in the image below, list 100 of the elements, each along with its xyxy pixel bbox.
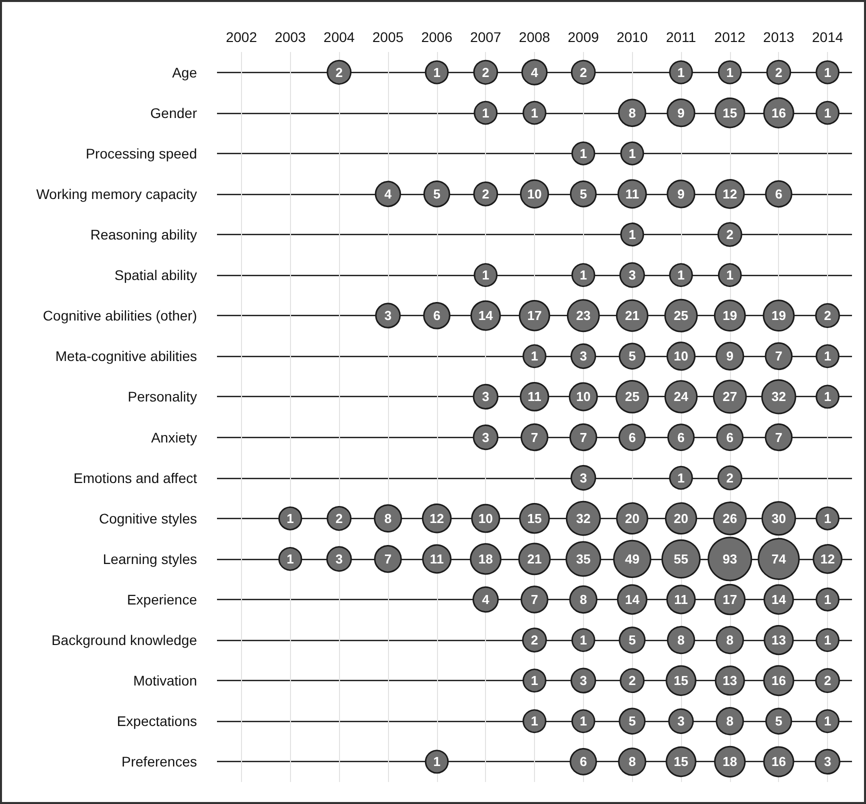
y-tick-label: Reasoning ability (90, 226, 197, 242)
data-label: 10 (527, 186, 542, 202)
data-label: 21 (624, 308, 640, 324)
data-label: 1 (824, 348, 832, 364)
data-label: 7 (775, 348, 782, 364)
data-label: 14 (771, 592, 787, 607)
data-label: 27 (722, 389, 738, 404)
data-label: 49 (624, 551, 640, 566)
data-label: 10 (478, 510, 493, 526)
data-label: 1 (824, 632, 832, 648)
data-label: 24 (674, 389, 690, 404)
x-tick-label: 2008 (518, 29, 550, 45)
data-label: 1 (824, 64, 832, 80)
data-label: 5 (580, 186, 587, 202)
x-tick-label: 2011 (666, 29, 696, 45)
data-label: 3 (677, 714, 685, 729)
data-label: 35 (576, 551, 591, 566)
data-label: 11 (528, 389, 542, 404)
data-label: 5 (628, 348, 636, 364)
data-label: 3 (580, 348, 587, 364)
data-label: 16 (771, 754, 786, 770)
data-label: 20 (674, 510, 688, 526)
data-label: 25 (624, 389, 640, 404)
data-label: 15 (527, 510, 542, 526)
data-label: 6 (433, 308, 440, 324)
data-label: 3 (482, 389, 490, 404)
data-label: 6 (628, 430, 636, 445)
data-label: 4 (384, 186, 392, 202)
data-label: 17 (527, 308, 542, 324)
data-label: 1 (677, 268, 685, 283)
data-label: 3 (336, 551, 343, 566)
y-tick-label: Personality (128, 388, 197, 405)
y-tick-label: Cognitive styles (98, 510, 197, 526)
data-label: 2 (824, 308, 832, 324)
data-label: 1 (433, 64, 440, 80)
data-label: 9 (726, 348, 734, 364)
data-label: 11 (625, 186, 640, 202)
data-label: 6 (677, 430, 685, 445)
data-label: 16 (771, 105, 786, 120)
x-tick-label: 2014 (812, 29, 844, 45)
data-label: 6 (580, 754, 587, 770)
data-label: 8 (628, 105, 636, 120)
data-label: 7 (775, 430, 782, 445)
data-label: 1 (286, 510, 294, 526)
data-label: 2 (530, 632, 538, 648)
data-label: 1 (530, 348, 538, 364)
data-label: 7 (580, 430, 587, 445)
data-label: 2 (726, 470, 734, 486)
data-label: 2 (628, 673, 636, 688)
data-label: 11 (674, 592, 688, 607)
data-label: 1 (580, 714, 587, 729)
data-label: 1 (530, 105, 538, 120)
data-label: 5 (775, 714, 782, 729)
data-label: 1 (824, 389, 832, 404)
data-label: 2 (726, 227, 734, 242)
data-label: 1 (580, 632, 587, 648)
data-label: 2 (824, 673, 832, 688)
data-label: 1 (677, 470, 685, 486)
data-label: 3 (824, 754, 832, 770)
data-label: 12 (820, 551, 835, 566)
data-label: 2 (336, 510, 343, 526)
data-label: 7 (530, 430, 538, 445)
data-label: 1 (580, 146, 587, 161)
data-label: 1 (824, 714, 832, 729)
data-label: 15 (674, 673, 688, 688)
x-tick-label: 2002 (226, 29, 258, 45)
data-label: 2 (336, 64, 343, 80)
data-label: 55 (674, 551, 688, 566)
data-label: 2 (580, 64, 587, 80)
data-label: 21 (527, 551, 542, 566)
data-label: 1 (482, 268, 490, 283)
data-label: 2 (482, 64, 490, 80)
data-label: 9 (677, 186, 685, 202)
x-tick-label: 2012 (714, 29, 746, 45)
data-label: 14 (478, 308, 494, 324)
data-label: 26 (722, 510, 738, 526)
data-label: 8 (384, 510, 392, 526)
data-label: 10 (576, 389, 591, 404)
data-label: 1 (824, 592, 832, 607)
data-label: 19 (722, 308, 738, 324)
x-tick-label: 2005 (372, 29, 404, 45)
y-tick-label: Cognitive abilities (other) (42, 308, 197, 324)
data-label: 18 (478, 551, 493, 566)
data-label: 8 (628, 754, 636, 770)
data-label: 32 (771, 389, 786, 404)
data-label: 8 (580, 592, 587, 607)
data-label: 25 (674, 308, 688, 324)
data-label: 2 (482, 186, 490, 202)
data-label: 30 (771, 510, 786, 526)
data-label: 3 (580, 470, 587, 486)
y-tick-label: Processing speed (86, 145, 197, 162)
data-label: 9 (677, 105, 685, 120)
y-tick-label: Spatial ability (114, 267, 197, 284)
data-label: 4 (482, 592, 490, 607)
data-label: 7 (530, 592, 538, 607)
data-label: 1 (433, 754, 440, 770)
data-label: 5 (628, 632, 636, 648)
x-tick-label: 2009 (568, 29, 600, 45)
y-tick-label: Background knowledge (51, 632, 198, 648)
y-tick-label: Age (172, 64, 198, 80)
